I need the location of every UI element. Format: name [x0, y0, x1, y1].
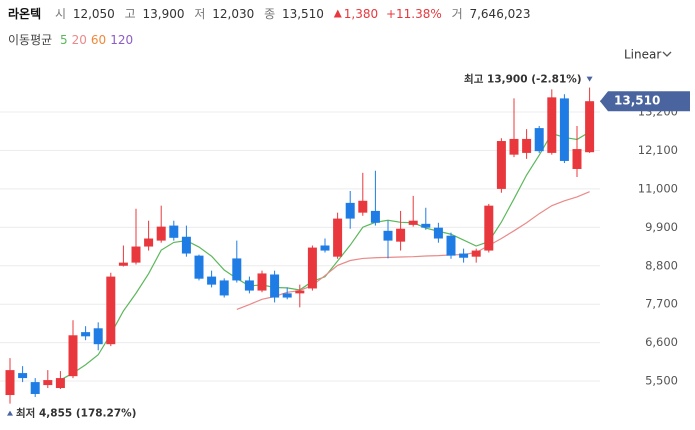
candle-body	[471, 250, 481, 257]
change-pct: +11.38%	[386, 7, 442, 21]
scale-selector[interactable]: Linear	[624, 48, 661, 62]
candle-body	[408, 220, 418, 225]
legend-entry: 5	[60, 33, 68, 47]
candle-body	[68, 335, 78, 377]
legend-title: 이동평균	[8, 33, 52, 47]
field-value: 12,030	[212, 7, 254, 21]
candle-body	[421, 223, 431, 228]
candle-body	[484, 205, 494, 251]
candle-body	[333, 218, 343, 257]
high-annotation: 최고 13,900 (-2.81%)	[464, 73, 582, 86]
candle-body	[43, 380, 53, 386]
candle-body	[144, 238, 154, 247]
candle-body	[106, 276, 116, 345]
candle-body	[181, 236, 191, 254]
candle-body	[207, 276, 217, 285]
volume-label: 거	[452, 7, 463, 21]
low-marker	[7, 410, 13, 416]
legend: 이동평균 5 20 60 120	[8, 33, 133, 47]
candle-body	[459, 253, 469, 258]
candle-body	[257, 273, 267, 291]
candle-body	[295, 290, 305, 294]
low-annotation: 최저 4,855 (178.27%)	[16, 407, 136, 420]
candle-body	[244, 280, 254, 291]
header: 라온텍 시 12,050 고 13,900 저 12,030 종 13,510 …	[8, 6, 531, 21]
stock-name: 라온텍	[8, 6, 41, 21]
candle-body	[585, 101, 595, 153]
candle-body	[433, 227, 443, 239]
candle-body	[522, 138, 532, 153]
candle-body	[118, 262, 128, 266]
candle-body	[156, 226, 166, 241]
volume: 7,646,023	[469, 7, 530, 21]
ma-line	[60, 131, 590, 381]
field-label: 종	[264, 7, 275, 21]
candle-body	[307, 247, 317, 289]
candle-body	[396, 228, 406, 242]
change-arrow	[333, 9, 342, 18]
candle-body	[496, 141, 506, 189]
legend-entry: 20	[72, 33, 87, 47]
change: 1,380	[344, 7, 378, 21]
candle-body	[93, 328, 103, 345]
price-tag-label: 13,510	[614, 94, 660, 108]
candle-body	[509, 138, 519, 155]
candle-body	[383, 230, 393, 241]
dropdown-chevron[interactable]	[662, 51, 672, 57]
y-tick-label: 11,000	[638, 181, 678, 195]
legend-entry: 60	[91, 33, 106, 47]
field-label: 고	[125, 7, 136, 21]
candle-body	[345, 202, 355, 219]
candle-body	[320, 245, 330, 251]
candle-body	[547, 97, 557, 153]
candle-body	[446, 235, 456, 256]
y-tick-label: 7,700	[645, 297, 678, 311]
field-label: 시	[55, 7, 66, 21]
field-value: 13,900	[143, 7, 185, 21]
candle-body	[169, 225, 179, 238]
field-label: 저	[194, 7, 205, 21]
candle-body	[18, 373, 28, 379]
legend-entry: 120	[110, 33, 133, 47]
y-tick-label: 8,800	[645, 258, 678, 272]
y-tick-label: 9,900	[645, 220, 678, 234]
candle-body	[270, 274, 280, 298]
candle-body	[559, 98, 569, 161]
candle-body	[534, 128, 544, 152]
candle-body	[30, 382, 40, 394]
y-tick-label: 6,600	[645, 335, 678, 349]
field-value: 12,050	[73, 7, 115, 21]
candle-body	[282, 293, 292, 298]
high-marker	[586, 76, 593, 82]
candle-body	[131, 246, 141, 263]
candle-body	[194, 255, 204, 279]
candle-body	[232, 258, 242, 281]
price-tag	[600, 91, 690, 112]
candle-body	[5, 370, 15, 396]
candle-body	[370, 210, 380, 223]
candle-body	[572, 149, 582, 169]
field-value: 13,510	[282, 7, 324, 21]
candle-body	[219, 280, 229, 296]
candle-body	[81, 332, 91, 337]
y-tick-label: 12,100	[638, 143, 678, 157]
candle-body	[358, 200, 368, 213]
candle-body	[55, 378, 65, 389]
y-tick-label: 5,500	[645, 374, 678, 388]
